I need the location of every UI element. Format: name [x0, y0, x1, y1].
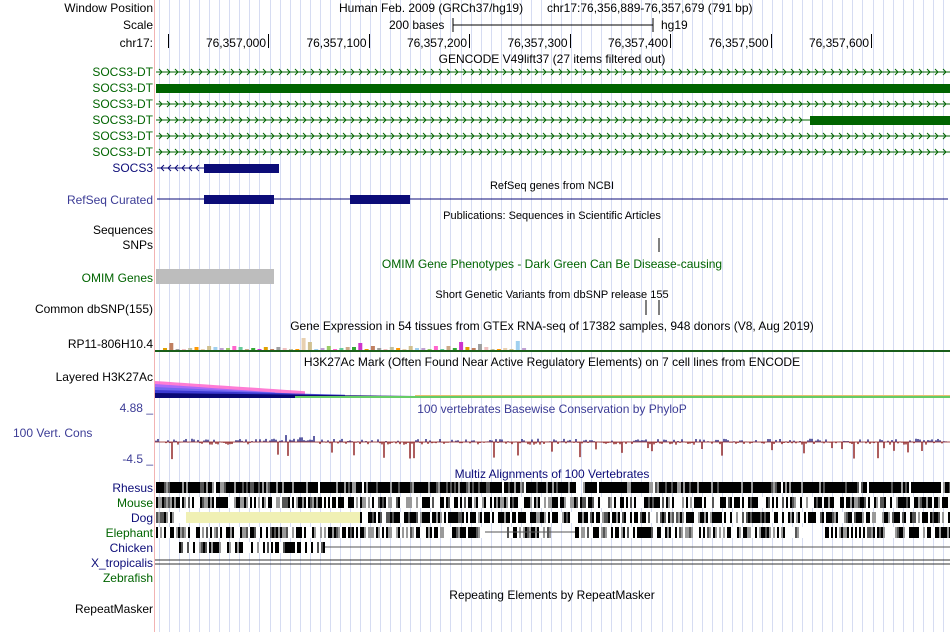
repeatmasker-track-label[interactable]: RepeatMasker [74, 602, 153, 616]
multiz-track-title: Multiz Alignments of 100 Vertebrates [454, 467, 650, 481]
gencode-item-label[interactable]: SOCS3-DT [92, 113, 153, 127]
ruler-tick-label: 76,357,200 [406, 36, 467, 50]
multiz-species-label[interactable]: X_tropicalis [90, 556, 153, 570]
h3k27ac-track-title: H3K27Ac Mark (Often Found Near Active Re… [303, 355, 801, 369]
gencode-item-label[interactable]: SOCS3-DT [92, 65, 153, 79]
snp-marker[interactable] [658, 238, 661, 253]
multiz-alignment-blocks[interactable] [155, 480, 950, 590]
ruler-tick-label: 76,357,000 [205, 36, 266, 50]
assembly-name: Human Feb. 2009 (GRCh37/hg19) [339, 1, 524, 15]
sequences-track-label[interactable]: Sequences [92, 223, 153, 237]
gencode-transcript[interactable] [155, 81, 950, 95]
window-position-label: Window Position [64, 1, 153, 15]
multiz-species-label[interactable]: Rhesus [112, 481, 153, 495]
gencode-item-label[interactable]: SOCS3-DT [92, 97, 153, 111]
refseq-track-label[interactable]: RefSeq Curated [66, 193, 153, 207]
omim-track-title: OMIM Gene Phenotypes - Dark Green Can Be… [381, 257, 723, 271]
scale-bar [452, 18, 654, 32]
socs3-gene-model[interactable] [155, 161, 285, 175]
multiz-species-label[interactable]: Dog [130, 511, 153, 525]
snps-track-label[interactable]: SNPs [122, 238, 153, 252]
repeatmasker-track-title: Repeating Elements by RepeatMasker [449, 588, 655, 602]
scale-genome: hg19 [661, 18, 688, 32]
omim-track-label[interactable]: OMIM Genes [81, 271, 153, 285]
ruler-tick [871, 34, 872, 48]
omim-gene-block[interactable] [156, 269, 274, 284]
multiz-species-label[interactable]: Mouse [116, 496, 153, 510]
ruler-tick-label: 76,357,500 [708, 36, 769, 50]
ruler-tick-label: 76,357,100 [306, 36, 367, 50]
ruler-tick-label: 76,357,400 [607, 36, 668, 50]
scale-bar-text: 200 bases [389, 18, 445, 32]
ruler-tick [469, 34, 470, 48]
ruler-tick [570, 34, 571, 48]
gtex-expression-bars[interactable] [155, 336, 950, 354]
dbsnp-track-label[interactable]: Common dbSNP(155) [34, 302, 153, 316]
h3k27ac-signal[interactable] [155, 378, 950, 400]
refseq-track-title: RefSeq genes from NCBI [489, 180, 615, 192]
gencode-item-label[interactable]: SOCS3-DT [92, 81, 153, 95]
h3k27ac-track-label[interactable]: Layered H3K27Ac [55, 370, 153, 384]
ruler-tick [268, 34, 269, 48]
ruler-tick-label: 76,357,300 [507, 36, 568, 50]
phylop-conservation-plot[interactable] [155, 410, 950, 464]
socs3-gene-label[interactable]: SOCS3 [112, 161, 153, 175]
multiz-species-label[interactable]: Chicken [109, 541, 153, 555]
phylop-track-label[interactable]: 100 Vert. Cons [13, 426, 93, 440]
gencode-transcript[interactable] [155, 129, 950, 143]
gencode-item-label[interactable]: SOCS3-DT [92, 145, 153, 159]
chrom-label: chr17: [119, 36, 153, 50]
ruler-tick [168, 34, 169, 48]
ruler-tick [771, 34, 772, 48]
gencode-track-title: GENCODE V49lift37 (27 items filtered out… [438, 52, 666, 66]
position-readout: chr17:76,356,889-76,357,679 (791 bp) [547, 1, 753, 15]
gencode-transcript[interactable] [155, 145, 950, 159]
ruler-tick [369, 34, 370, 48]
gencode-transcript[interactable] [155, 113, 950, 127]
gtex-track-label[interactable]: RP11-806H10.4 [67, 337, 153, 351]
publications-track-title: Publications: Sequences in Scientific Ar… [443, 210, 661, 222]
scale-label: Scale [122, 18, 153, 32]
multiz-species-label[interactable]: Elephant [105, 526, 153, 540]
dbsnp-markers[interactable] [644, 300, 664, 316]
phylop-track-title: 100 vertebrates Basewise Conservation by… [417, 402, 687, 416]
track-separator [154, 0, 155, 632]
gencode-transcript[interactable] [155, 65, 950, 79]
multiz-species-label[interactable]: Zebrafish [102, 571, 153, 585]
phylop-max-label: 4.88 _ [119, 401, 153, 415]
dbsnp-track-title: Short Genetic Variants from dbSNP releas… [435, 289, 669, 301]
ruler-tick-label: 76,357,600 [808, 36, 869, 50]
ruler-tick [670, 34, 671, 48]
phylop-min-label: -4.5 _ [122, 452, 153, 466]
gencode-transcript[interactable] [155, 97, 950, 111]
gencode-item-label[interactable]: SOCS3-DT [92, 129, 153, 143]
gtex-track-title: Gene Expression in 54 tissues from GTEx … [290, 319, 814, 333]
refseq-gene-model[interactable] [155, 192, 950, 206]
